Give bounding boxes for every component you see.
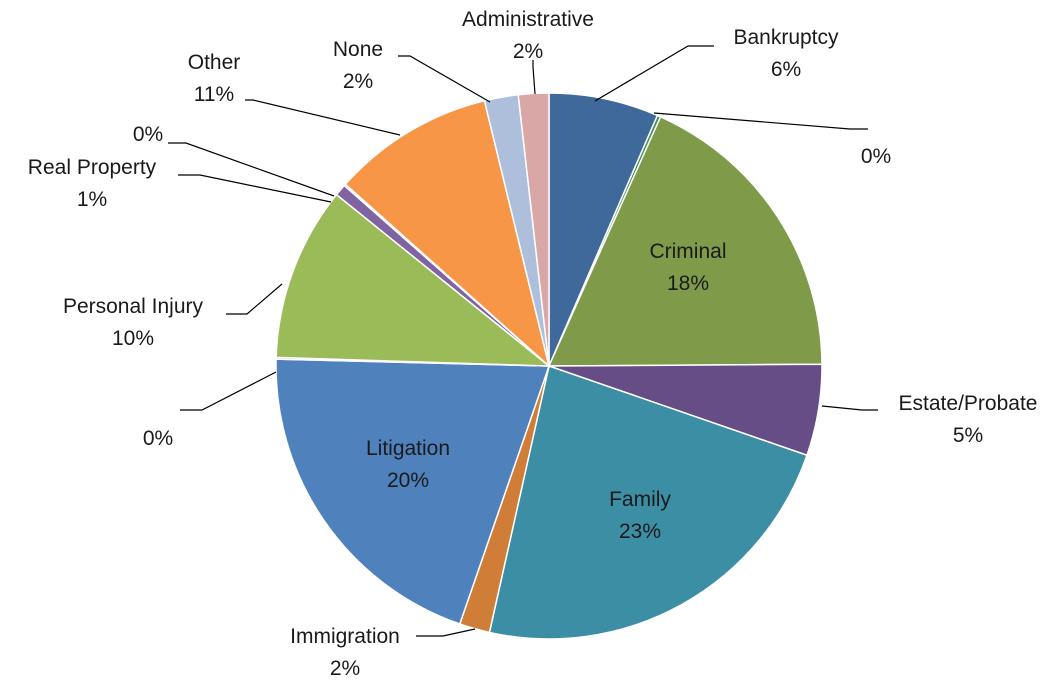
label-zero-1-percent: 0% [861,145,891,168]
label-estate-name: Estate/Probate [899,392,1038,415]
label-immigration-name: Immigration [290,625,400,648]
label-immigration-percent: 2% [330,657,360,680]
label-administrative-name: Administrative [462,8,594,31]
label-personal-injury-percent: 10% [112,327,154,350]
slice-litigation [275,358,551,625]
label-criminal-name: Criminal [649,240,726,263]
leader-line-estate [821,405,878,411]
pie-slices [275,92,823,640]
slice-other [344,99,551,369]
label-zero-3-percent: 0% [133,123,163,146]
label-real-property-percent: 1% [77,188,107,211]
slice-personal-injury [275,193,552,367]
leader-line-real-property [178,174,332,203]
label-estate-percent: 5% [953,424,983,447]
label-bankruptcy-percent: 6% [771,58,801,81]
leader-line-zero-3 [168,142,335,197]
leader-line-none [398,55,491,103]
label-real-property-name: Real Property [28,156,157,179]
leader-line-zero-2 [180,371,277,411]
label-zero-2-percent: 0% [143,427,173,450]
label-bankruptcy-name: Bankruptcy [733,26,839,49]
label-none-name: None [333,38,383,61]
slice-labels: Bankruptcy 6% 0% Criminal 18% Estate/Pro… [28,8,1038,680]
leader-line-bankruptcy [594,45,714,102]
slice-family [488,365,808,640]
leader-lines [168,45,878,637]
label-criminal-percent: 18% [667,272,709,295]
leader-line-immigration [416,628,476,637]
label-litigation-percent: 20% [387,469,429,492]
label-litigation-name: Litigation [366,437,450,460]
leader-line-zero-1 [653,112,868,130]
label-personal-injury-name: Personal Injury [63,295,204,318]
label-other-percent: 11% [194,83,234,106]
leader-line-other [245,99,401,136]
label-family-percent: 23% [619,520,661,543]
label-none-percent: 2% [343,70,373,93]
slice-criminal [547,115,823,367]
leader-line-personal-injury [226,283,283,315]
label-administrative-percent: 2% [513,40,543,63]
slice-administrative [517,92,550,367]
label-family-name: Family [609,488,671,511]
slice-bankruptcy [548,92,659,367]
label-other-name: Other [188,51,241,74]
leader-line-administrative [532,60,536,95]
